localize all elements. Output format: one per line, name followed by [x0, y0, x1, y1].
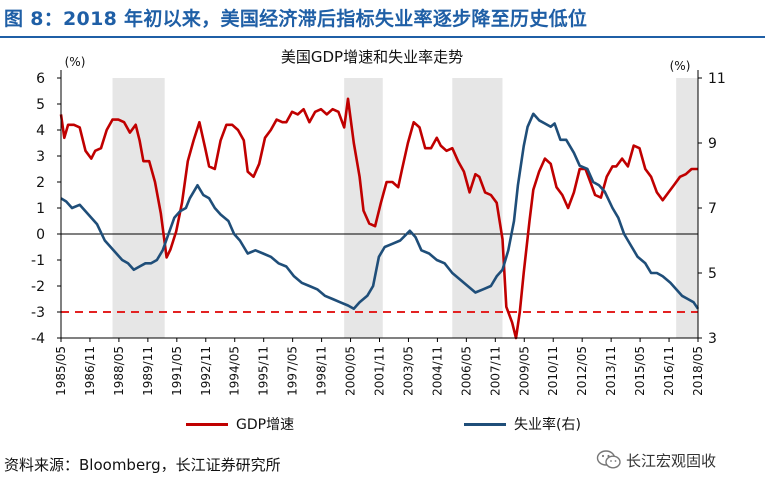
x-tick-label: 1988/05 — [112, 346, 126, 396]
chart-title: 美国GDP增速和失业率走势 — [281, 48, 463, 66]
left-tick-label: 6 — [36, 71, 45, 87]
legend-item-gdp: GDP增速 — [186, 414, 294, 434]
x-tick-label: 2007/11 — [488, 346, 502, 396]
unemployment-series-line — [60, 112, 700, 311]
left-tick-label: -3 — [31, 305, 45, 321]
x-tick-label: 2012/05 — [575, 346, 589, 396]
x-tick-label: 2013/11 — [604, 346, 618, 396]
right-tick-label: 9 — [708, 136, 717, 152]
x-tick-label: 2003/05 — [401, 346, 415, 396]
x-tick-label: 1991/05 — [170, 346, 184, 396]
series-lines — [59, 97, 700, 340]
x-tick-label: 1998/11 — [315, 346, 329, 396]
left-tick-label: 2 — [36, 175, 45, 191]
title-rule — [0, 36, 765, 38]
right-tick-label: 7 — [708, 201, 717, 217]
x-tick-label: 1986/11 — [83, 346, 97, 396]
left-tick-label: 3 — [36, 149, 45, 165]
left-tick-label: -1 — [31, 253, 45, 269]
x-tick-label: 1997/05 — [286, 346, 300, 396]
right-tick-label: 11 — [708, 71, 726, 87]
left-tick-label: -4 — [31, 331, 45, 347]
left-tick-label: -2 — [31, 279, 45, 295]
x-tick-label: 2006/05 — [459, 346, 473, 396]
left-tick-label: 5 — [36, 97, 45, 113]
shaded-periods — [112, 78, 698, 338]
right-axis-ticks: 3 5 7 9 11 — [698, 71, 726, 347]
watermark-text: 长江宏观固收 — [626, 451, 717, 470]
figure-title: 图 8：2018 年初以来，美国经济滞后指标失业率逐步降至历史低位 — [4, 8, 588, 30]
legend-label-unemployment: 失业率(右) — [514, 417, 581, 433]
x-tick-label: 2015/05 — [633, 346, 647, 396]
x-tick-label: 1994/05 — [228, 346, 242, 396]
x-axis-ticks: 1985/05 1986/11 1988/05 1989/11 1991/05 1992/… — [54, 338, 705, 396]
x-tick-label: 1992/11 — [199, 346, 213, 396]
legend-item-unemployment: 失业率(右) — [464, 414, 581, 434]
legend-swatch-gdp — [186, 422, 228, 426]
x-tick-label: 2009/05 — [517, 346, 531, 396]
gdp-series-line — [59, 97, 698, 340]
shaded-period-3 — [676, 78, 698, 338]
x-tick-label: 2001/11 — [373, 346, 387, 396]
x-tick-label: 2000/05 — [344, 346, 358, 396]
left-tick-label: 1 — [36, 201, 45, 217]
x-tick-label: 2010/11 — [546, 346, 560, 396]
left-axis-unit: (%) — [65, 55, 86, 69]
left-tick-label: 4 — [36, 123, 45, 139]
shaded-period-0 — [112, 78, 165, 338]
legend-swatch-unemployment — [464, 422, 506, 426]
x-tick-label: 2016/11 — [662, 346, 676, 396]
wechat-icon — [596, 450, 621, 469]
x-tick-label: 1989/11 — [141, 346, 155, 396]
shaded-period-2 — [452, 78, 503, 338]
x-tick-label: 1995/11 — [257, 346, 271, 396]
left-axis-ticks: -4 -3 -2 -1 0 1 2 3 4 5 6 — [31, 71, 61, 347]
x-tick-label: 2018/05 — [691, 346, 705, 396]
source-note: 资料来源：Bloomberg，长江证券研究所 — [4, 456, 281, 474]
right-axis-unit: (%) — [670, 59, 691, 73]
right-tick-label: 3 — [708, 331, 717, 347]
left-tick-label: 0 — [36, 227, 45, 243]
x-tick-label: 1985/05 — [54, 346, 68, 396]
legend: GDP增速 失业率(右) — [0, 408, 765, 438]
right-tick-label: 5 — [708, 266, 717, 282]
watermark: 长江宏观固收 — [596, 449, 716, 471]
x-tick-label: 2004/11 — [430, 346, 444, 396]
legend-label-gdp: GDP增速 — [236, 417, 295, 433]
